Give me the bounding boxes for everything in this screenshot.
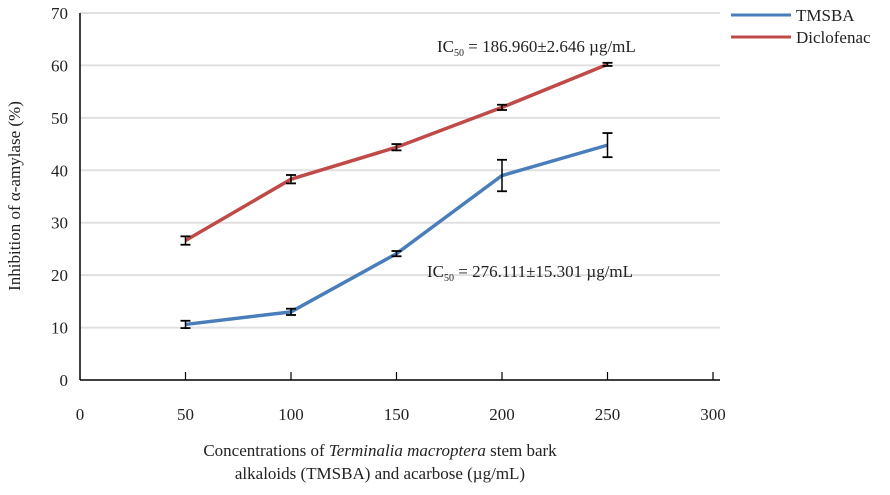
- y-tick-label: 10: [51, 319, 68, 338]
- x-tick-label: 50: [177, 405, 194, 424]
- axes: 0 10 20 30 40 50 60 70 0 50 100 150 200 250 300: [51, 4, 726, 424]
- annotation-subscript: 50: [444, 273, 454, 284]
- x-tick-label: 250: [595, 405, 621, 424]
- legend-label: Diclofenac: [796, 28, 871, 47]
- y-tick-label: 30: [51, 214, 68, 233]
- x-axis-label-part: Concentrations of: [203, 441, 329, 460]
- x-axis-label-italic: Terminalia macroptera: [329, 441, 486, 460]
- x-tick-label: 0: [76, 405, 85, 424]
- error-bar: [180, 319, 191, 329]
- y-tick-label: 60: [51, 56, 68, 75]
- x-axis-label-part: stem bark: [486, 441, 557, 460]
- y-axis-label: Inhibition of α-amylase (%): [5, 101, 24, 291]
- x-tick-label: 100: [278, 405, 304, 424]
- x-axis-label-line2: alkaloids (TMSBA) and acarbose (µg/mL): [235, 464, 525, 483]
- error-bar: [602, 61, 613, 67]
- annotation-subscript: 50: [454, 48, 464, 59]
- annotation-tmsba-ic50: IC50 = 276.111±15.301 µg/mL: [427, 262, 633, 284]
- x-axis-label-line1: Concentrations of Terminalia macroptera …: [203, 441, 557, 460]
- y-tick-label: 50: [51, 109, 68, 128]
- error-bar: [391, 250, 402, 258]
- y-tick-label: 20: [51, 266, 68, 285]
- error-bar: [286, 174, 296, 185]
- error-bar: [180, 235, 191, 246]
- annotation-prefix: IC: [427, 262, 444, 281]
- x-tick-label: 200: [489, 405, 515, 424]
- annotation-text: = 186.960±2.646 µg/mL: [464, 37, 636, 56]
- error-bar: [602, 132, 613, 159]
- error-bar: [497, 103, 507, 111]
- legend-label: TMSBA: [796, 6, 855, 25]
- error-bar: [497, 158, 507, 193]
- annotation-prefix: IC: [437, 37, 454, 56]
- annotation-text: = 276.111±15.301 µg/mL: [454, 262, 633, 281]
- y-tick-label: 0: [60, 371, 69, 390]
- x-tick-label: 150: [384, 405, 410, 424]
- series-line-diclofenac: [184, 62, 609, 243]
- series-group: [180, 61, 613, 329]
- series-line-tmsba: [185, 143, 608, 327]
- error-bar: [286, 307, 296, 316]
- gridlines: [80, 12, 720, 329]
- x-tick-label: 300: [700, 405, 726, 424]
- legend: TMSBA Diclofenac: [731, 6, 871, 47]
- annotation-diclofenac-ic50: IC50 = 186.960±2.646 µg/mL: [437, 37, 636, 59]
- y-tick-label: 40: [51, 161, 68, 180]
- error-bar: [391, 143, 402, 152]
- y-tick-label: 70: [51, 4, 68, 23]
